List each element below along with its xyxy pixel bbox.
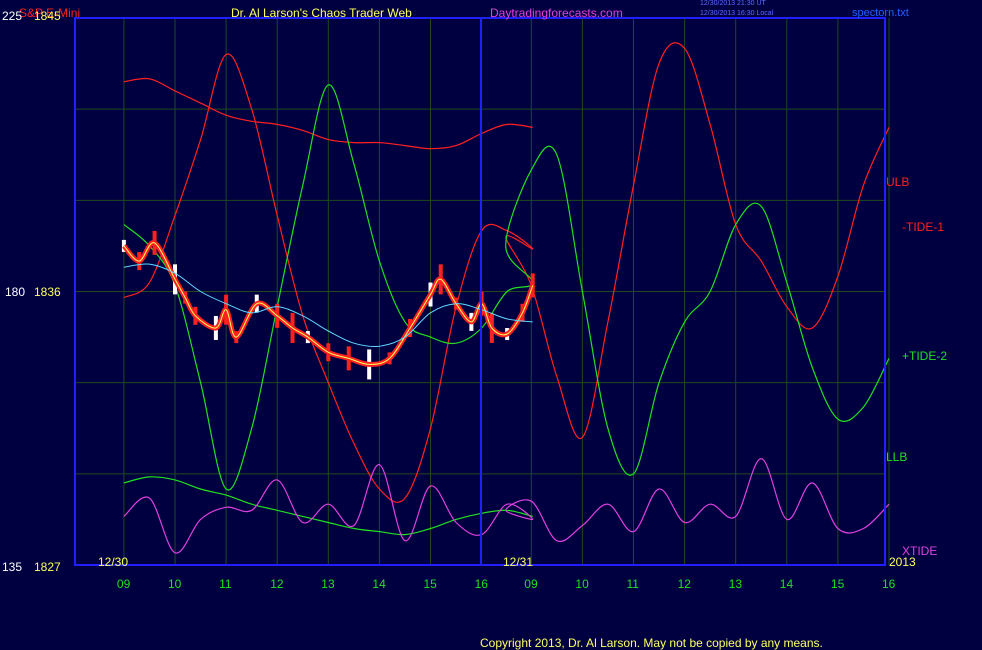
series-layer xyxy=(121,42,890,554)
hour-tick-label: 11 xyxy=(626,577,639,591)
price-mid: 1836 xyxy=(34,285,61,299)
date-label-day1: 12/30 xyxy=(98,555,129,569)
instrument-title: S&P E-Mini xyxy=(19,6,81,20)
site-link[interactable]: Daytradingforecasts.com xyxy=(490,6,623,20)
file-name: spectorn.txt xyxy=(852,7,909,19)
hour-tick-label: 12 xyxy=(270,577,284,591)
hour-tick-label: 10 xyxy=(168,577,182,591)
legend-ulb: ULB xyxy=(886,175,910,189)
date-label-day2: 12/31 xyxy=(503,555,534,569)
legend-llb: LLB xyxy=(886,450,908,464)
hour-tick-label: 15 xyxy=(830,577,845,591)
hour-tick-label: 15 xyxy=(423,577,437,591)
scale-bottom: 135 xyxy=(2,560,23,574)
hour-tick-label: 14 xyxy=(779,577,794,591)
timestamp-ut: 12/30/2013 21:30 UT xyxy=(700,0,766,7)
legend-tide2: +TIDE-2 xyxy=(902,349,948,363)
hour-tick-label: 12 xyxy=(677,577,691,591)
scale-mid: 180 xyxy=(5,285,26,299)
hour-tick-label: 16 xyxy=(882,577,896,591)
series-average xyxy=(123,263,533,348)
author-title: Dr. Al Larson's Chaos Trader Web xyxy=(231,6,412,20)
series-ulb xyxy=(123,77,533,150)
hour-tick-label: 11 xyxy=(219,577,232,591)
timestamp-local: 12/30/2013 16:30 Local xyxy=(700,10,774,17)
hour-tick-label: 10 xyxy=(575,577,589,591)
copyright-notice: Copyright 2013, Dr. Al Larson. May not b… xyxy=(480,636,823,650)
year-label: 2013 xyxy=(889,555,916,569)
series-llb xyxy=(123,476,533,536)
legend-tide1: -TIDE-1 xyxy=(902,220,944,234)
hour-tick-label: 14 xyxy=(372,577,386,591)
series-tide-2 xyxy=(123,84,890,491)
hour-tick-label: 13 xyxy=(321,577,335,591)
hour-tick-label: 09 xyxy=(524,577,538,591)
legend-xtide: XTIDE xyxy=(902,544,938,558)
series-tide-1 xyxy=(123,42,890,503)
series-xtide xyxy=(123,457,890,554)
scale-top: 225 xyxy=(2,9,23,23)
price-top: 1845 xyxy=(34,9,61,23)
price-bottom: 1827 xyxy=(34,560,61,574)
hour-tick-label: 16 xyxy=(474,577,488,591)
series-price-line xyxy=(123,242,534,365)
hour-tick-label: 09 xyxy=(116,577,131,591)
hour-tick-label: 13 xyxy=(728,577,743,591)
